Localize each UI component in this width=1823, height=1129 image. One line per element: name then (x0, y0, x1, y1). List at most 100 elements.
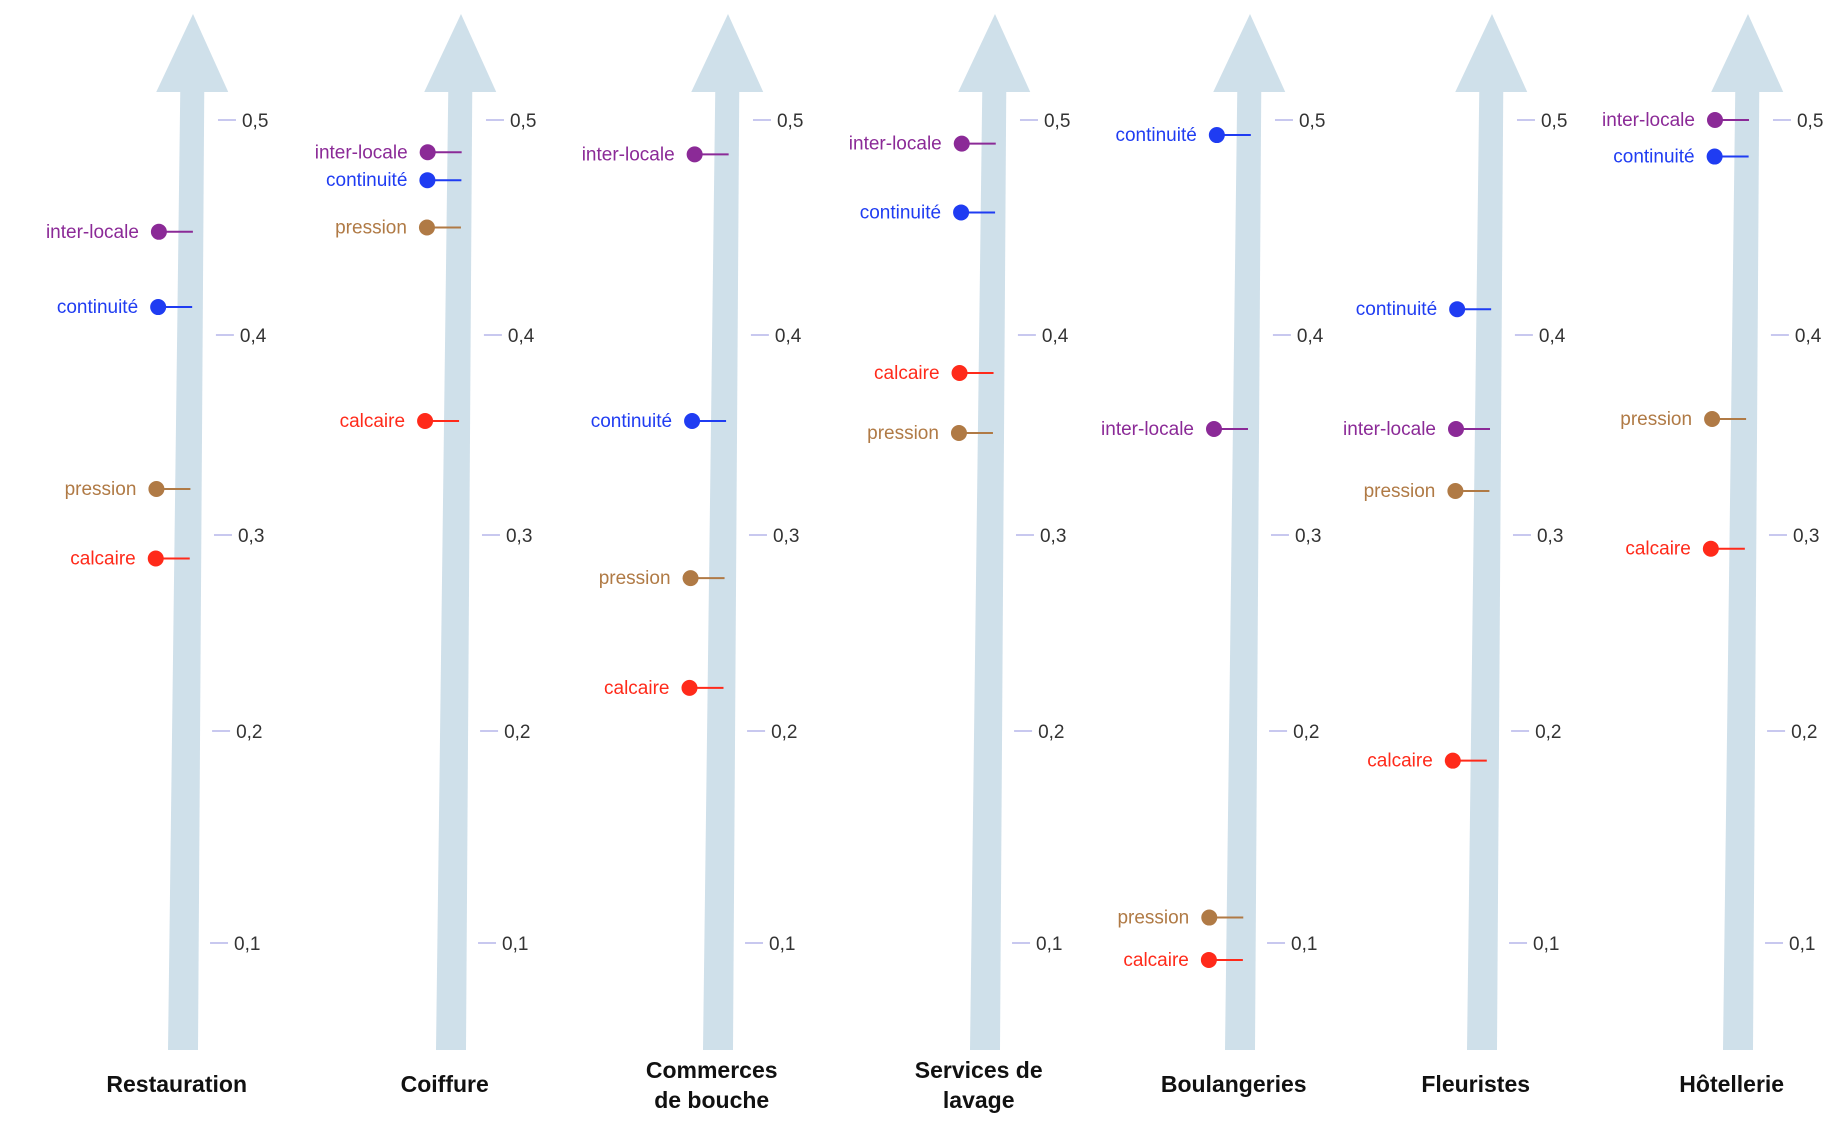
data-point-continuite (150, 299, 167, 316)
data-point-continuite (1208, 127, 1225, 144)
y-tick-label: 0,1 (1291, 934, 1317, 955)
data-label-calcaire: calcaire (1367, 751, 1432, 772)
y-tick-label: 0,2 (236, 722, 262, 743)
y-tick-label: 0,1 (234, 934, 260, 955)
y-tick-label: 0,3 (773, 526, 799, 547)
y-tick-label: 0,4 (1539, 326, 1566, 347)
data-label-continuite: continuité (1115, 125, 1196, 146)
y-tick-label: 0,5 (777, 111, 803, 132)
y-tick-label: 0,3 (1295, 526, 1321, 547)
data-label-continuite: continuité (326, 170, 407, 191)
data-point-inter-locale (1447, 421, 1464, 437)
axis-arrow-head-icon (156, 14, 229, 92)
axis-arrow-head-icon (691, 14, 764, 92)
y-tick-label: 0,3 (1040, 526, 1066, 547)
category-label: Fleuristes (1421, 1071, 1530, 1097)
data-label-calcaire: calcaire (604, 678, 669, 699)
data-point-inter-locale (1205, 421, 1222, 437)
axis-arrow-shaft (1723, 92, 1760, 1050)
data-label-inter-locale: inter-locale (46, 222, 139, 243)
data-point-inter-locale (150, 223, 167, 240)
y-tick-label: 0,3 (1537, 526, 1563, 547)
data-point-inter-locale (1706, 112, 1723, 128)
data-label-calcaire: calcaire (1123, 950, 1188, 971)
y-tick-label: 0,2 (1293, 722, 1319, 743)
data-point-pression (418, 219, 435, 236)
category-group-restauration: 0,1 0,2 0,3 0,4 0,5 inter-locale continuité pre… (46, 14, 268, 1097)
category-group-coiffure: 0,1 0,2 0,3 0,4 0,5 inter-locale continuité pre… (315, 14, 536, 1097)
data-point-pression (1447, 483, 1464, 499)
data-point-calcaire (147, 550, 164, 567)
category-label-line: Services de (915, 1057, 1043, 1083)
data-point-continuite (953, 204, 970, 221)
axis-arrow-shaft (970, 92, 1007, 1050)
data-label-continuite: continuité (1613, 147, 1694, 168)
data-point-calcaire (1444, 752, 1461, 769)
data-label-continuite: continuité (57, 297, 138, 318)
data-label-pression: pression (867, 423, 939, 444)
data-point-pression (1704, 411, 1721, 427)
y-tick-label: 0,4 (1795, 326, 1822, 347)
axis-arrow-head-icon (1711, 14, 1784, 92)
y-tick-label: 0,3 (506, 526, 532, 547)
category-label: Boulangeries (1161, 1071, 1307, 1097)
data-label-calcaire: calcaire (1625, 539, 1690, 560)
category-label: Hôtellerie (1679, 1071, 1784, 1097)
y-tick-label: 0,2 (504, 722, 530, 743)
data-label-continuite: continuité (860, 202, 941, 223)
data-label-pression: pression (65, 479, 137, 500)
data-label-pression: pression (335, 218, 407, 239)
y-tick-label: 0,5 (242, 111, 268, 132)
data-label-pression: pression (1364, 481, 1436, 502)
category-label: Coiffure (401, 1071, 489, 1097)
axis-arrow-head-icon (958, 14, 1031, 92)
axis-arrow-shaft (436, 92, 473, 1050)
axis-arrow-shaft (168, 92, 205, 1050)
category-label-line: Commerces (646, 1057, 778, 1083)
data-label-inter-locale: inter-locale (315, 142, 408, 163)
y-tick-label: 0,4 (1297, 326, 1324, 347)
category-group-boulangeries: 0,1 0,2 0,3 0,4 0,5 continuité inter-locale pre… (1101, 14, 1325, 1097)
data-point-inter-locale (419, 144, 436, 161)
data-label-inter-locale: inter-locale (1343, 419, 1436, 440)
y-tick-label: 0,5 (510, 111, 536, 132)
data-point-pression (950, 425, 967, 441)
y-tick-label: 0,1 (1036, 934, 1062, 955)
y-tick-label: 0,4 (508, 326, 535, 347)
data-point-pression (1201, 909, 1218, 926)
data-label-continuite: continuité (1356, 299, 1437, 320)
axis-arrow-shaft (1467, 92, 1504, 1050)
category-group-commerces-de-bouche: 0,1 0,2 0,3 0,4 0,5 inter-locale continuité pre… (582, 14, 803, 1113)
y-tick-label: 0,2 (1535, 722, 1561, 743)
axis-arrow-head-icon (424, 14, 497, 92)
data-point-continuite (1706, 148, 1723, 165)
axis-arrow-shaft (703, 92, 740, 1050)
y-tick-label: 0,1 (1533, 934, 1559, 955)
category-group-hotellerie: 0,1 0,2 0,3 0,4 0,5 inter-locale continuité pre… (1602, 14, 1823, 1097)
data-label-calcaire: calcaire (874, 363, 939, 384)
data-point-pression (148, 481, 165, 497)
axis-arrow-shaft (1225, 92, 1262, 1050)
data-point-calcaire (1702, 540, 1719, 557)
y-tick-label: 0,1 (502, 934, 528, 955)
y-tick-label: 0,5 (1541, 111, 1567, 132)
data-point-inter-locale (953, 135, 970, 152)
data-point-calcaire (951, 365, 968, 381)
y-tick-label: 0,1 (1789, 934, 1815, 955)
y-tick-label: 0,1 (769, 934, 795, 955)
data-label-pression: pression (599, 568, 671, 589)
data-label-inter-locale: inter-locale (849, 134, 942, 155)
category-group-services-de-lavage: 0,1 0,2 0,3 0,4 0,5 inter-locale continuité cal… (849, 14, 1070, 1113)
data-label-pression: pression (1620, 409, 1692, 430)
data-label-calcaire: calcaire (340, 411, 405, 432)
axis-arrow-head-icon (1455, 14, 1528, 92)
y-tick-label: 0,2 (1038, 722, 1064, 743)
axis-arrow-head-icon (1213, 14, 1286, 92)
data-point-continuite (419, 172, 436, 189)
category-group-fleuristes: 0,1 0,2 0,3 0,4 0,5 continuité inter-locale pre… (1343, 14, 1567, 1097)
data-point-continuite (1449, 301, 1466, 318)
data-label-inter-locale: inter-locale (1101, 419, 1194, 440)
data-label-calcaire: calcaire (70, 549, 135, 570)
